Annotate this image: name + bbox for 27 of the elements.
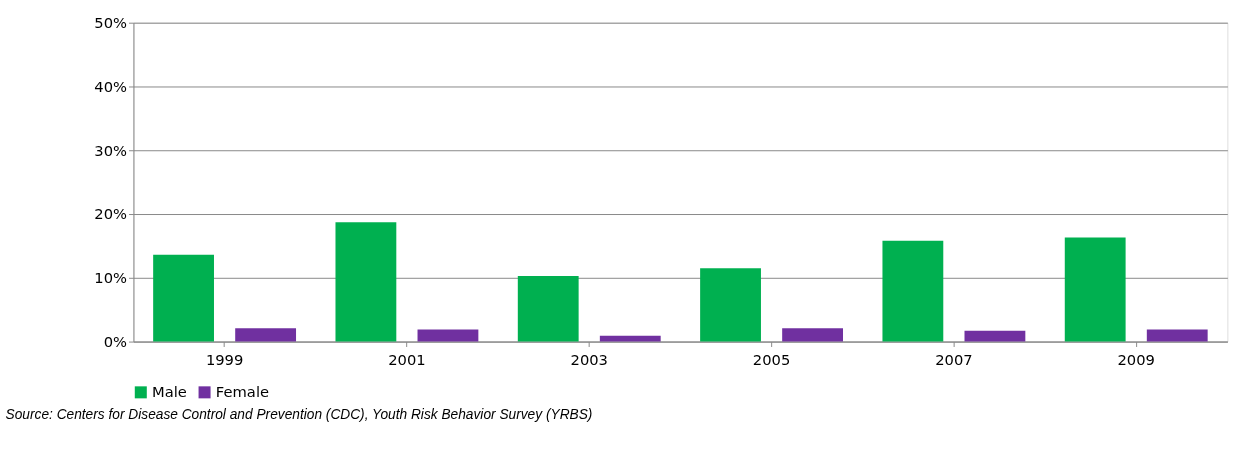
x-tick-label: 2003	[570, 350, 608, 368]
bar	[335, 222, 397, 342]
bar	[599, 335, 661, 342]
x-tick-label: 2005	[752, 350, 791, 368]
x-tick-label: 2007	[935, 350, 973, 368]
bar	[1146, 329, 1208, 342]
y-tick-label: 50%	[94, 14, 128, 32]
source-note: Source: Centers for Disease Control and Prevention (CDC), Youth Risk Behavior Survey (YRBS)	[5, 407, 593, 423]
bar	[964, 330, 1026, 342]
x-tick-label: 2009	[1117, 350, 1155, 368]
bar	[1064, 237, 1126, 342]
legend-label: Male	[152, 383, 187, 401]
y-tick-label: 30%	[94, 141, 128, 159]
bar	[235, 328, 297, 342]
legend-label: Female	[215, 383, 270, 401]
bar	[700, 268, 761, 342]
bar	[417, 329, 479, 342]
bar	[153, 254, 214, 342]
bar	[782, 328, 843, 342]
bar	[882, 240, 944, 342]
y-tick-label: 10%	[94, 269, 128, 287]
y-tick-label: 0%	[103, 332, 128, 350]
bar	[517, 275, 579, 342]
x-tick-label: 2001	[388, 350, 426, 368]
y-tick-label: 40%	[94, 77, 128, 95]
y-tick-label: 20%	[94, 205, 128, 223]
x-tick-label: 1999	[205, 350, 244, 368]
